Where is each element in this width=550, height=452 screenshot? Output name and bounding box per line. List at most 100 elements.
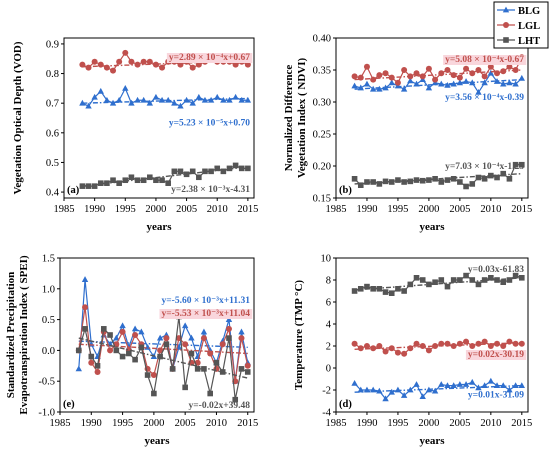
data-point [512, 67, 519, 73]
x-tick-label: 2005 [175, 418, 196, 429]
data-point [113, 334, 120, 341]
panel-d: 1985 1990 1995 2000 2005 2010 2015 -4 -2 0 2 4 6 8 10 y… [293, 254, 532, 448]
data-point [407, 77, 414, 84]
x-tick-label: 2000 [143, 418, 164, 429]
data-point [182, 384, 188, 391]
data-point [438, 340, 445, 347]
panel-label: (d) [339, 399, 352, 410]
data-point [488, 275, 494, 281]
y-tick-label: 0.7 [46, 99, 59, 110]
data-point [163, 341, 170, 348]
data-point [115, 96, 123, 103]
trend-line [78, 337, 248, 379]
data-point [425, 347, 432, 354]
data-point [157, 353, 163, 360]
data-point [500, 279, 507, 285]
data-point [232, 162, 239, 169]
series-LGL [351, 338, 525, 357]
data-point [450, 343, 457, 349]
equation-label: y=0.01x-31.09 [468, 391, 524, 401]
series-line [78, 307, 249, 382]
y-tick-label: 0.4 [46, 188, 60, 199]
data-point [97, 61, 104, 68]
data-point [177, 61, 184, 68]
data-point [481, 382, 488, 388]
data-point [407, 281, 414, 288]
data-point [444, 177, 451, 183]
data-point [103, 64, 110, 71]
data-point [119, 328, 126, 335]
panel-c: 1985 1990 1995 2000 2005 2010 2015 -1.0 -0.5 0.0 0… [5, 254, 258, 448]
data-point [475, 384, 482, 391]
data-point [413, 177, 420, 183]
data-point [481, 176, 488, 182]
data-point [413, 381, 420, 387]
data-point [475, 67, 482, 73]
y-tick-label: 0.6 [46, 128, 59, 139]
data-point [219, 341, 226, 348]
data-point [116, 58, 123, 65]
data-point [462, 78, 470, 84]
data-point [438, 277, 445, 283]
data-point [413, 275, 420, 281]
data-point [500, 80, 507, 87]
data-point [506, 386, 513, 393]
data-point [500, 343, 507, 349]
data-point [351, 288, 358, 294]
data-point [150, 372, 157, 379]
data-point [400, 85, 408, 92]
data-point [475, 174, 482, 181]
data-point [419, 343, 426, 349]
data-point [469, 70, 476, 77]
data-point [157, 347, 164, 354]
data-point [357, 74, 364, 81]
x-tick-label: 2010 [206, 418, 227, 429]
data-point [238, 328, 245, 335]
data-point [85, 183, 92, 189]
equation-highlight [159, 309, 253, 319]
data-point [188, 334, 195, 341]
data-point [487, 63, 494, 70]
data-point [91, 183, 98, 189]
data-point [85, 102, 92, 109]
y-tick-label: 0.9 [46, 39, 59, 50]
data-point [382, 178, 389, 185]
data-point [188, 350, 195, 357]
data-point [401, 179, 407, 185]
y-tick-label: 0.5 [42, 315, 55, 326]
data-point [220, 96, 227, 103]
x-tick-label: 2010 [207, 204, 228, 215]
data-point [213, 359, 220, 366]
x-axis-label: years [146, 221, 172, 233]
data-point [456, 340, 463, 347]
data-point [370, 286, 376, 292]
data-point [128, 58, 135, 65]
data-point [506, 176, 513, 182]
data-point [475, 89, 482, 95]
data-point [481, 277, 488, 283]
data-point [238, 335, 245, 342]
data-point [363, 343, 370, 349]
data-point [140, 58, 147, 65]
data-point [376, 343, 383, 349]
x-tick-label: 2010 [480, 204, 501, 215]
data-point [426, 281, 432, 288]
data-point [91, 58, 98, 65]
data-point [500, 170, 507, 177]
legend-label: LHT [518, 36, 540, 47]
data-point [151, 390, 157, 397]
data-point [463, 338, 470, 345]
data-point [94, 368, 101, 375]
data-point [407, 345, 414, 352]
y-axis-label: Vegetation Optical Depth (VOD) [12, 41, 24, 194]
data-point [183, 96, 190, 103]
data-point [394, 79, 401, 86]
data-point [351, 73, 358, 80]
equation-label: y=5.23 × 10⁻⁵x+0.70 [169, 118, 250, 128]
data-point [207, 390, 213, 397]
data-point [357, 84, 364, 91]
data-point [144, 343, 151, 350]
data-point [189, 99, 196, 106]
data-point [207, 96, 215, 103]
trend-line [354, 172, 522, 185]
